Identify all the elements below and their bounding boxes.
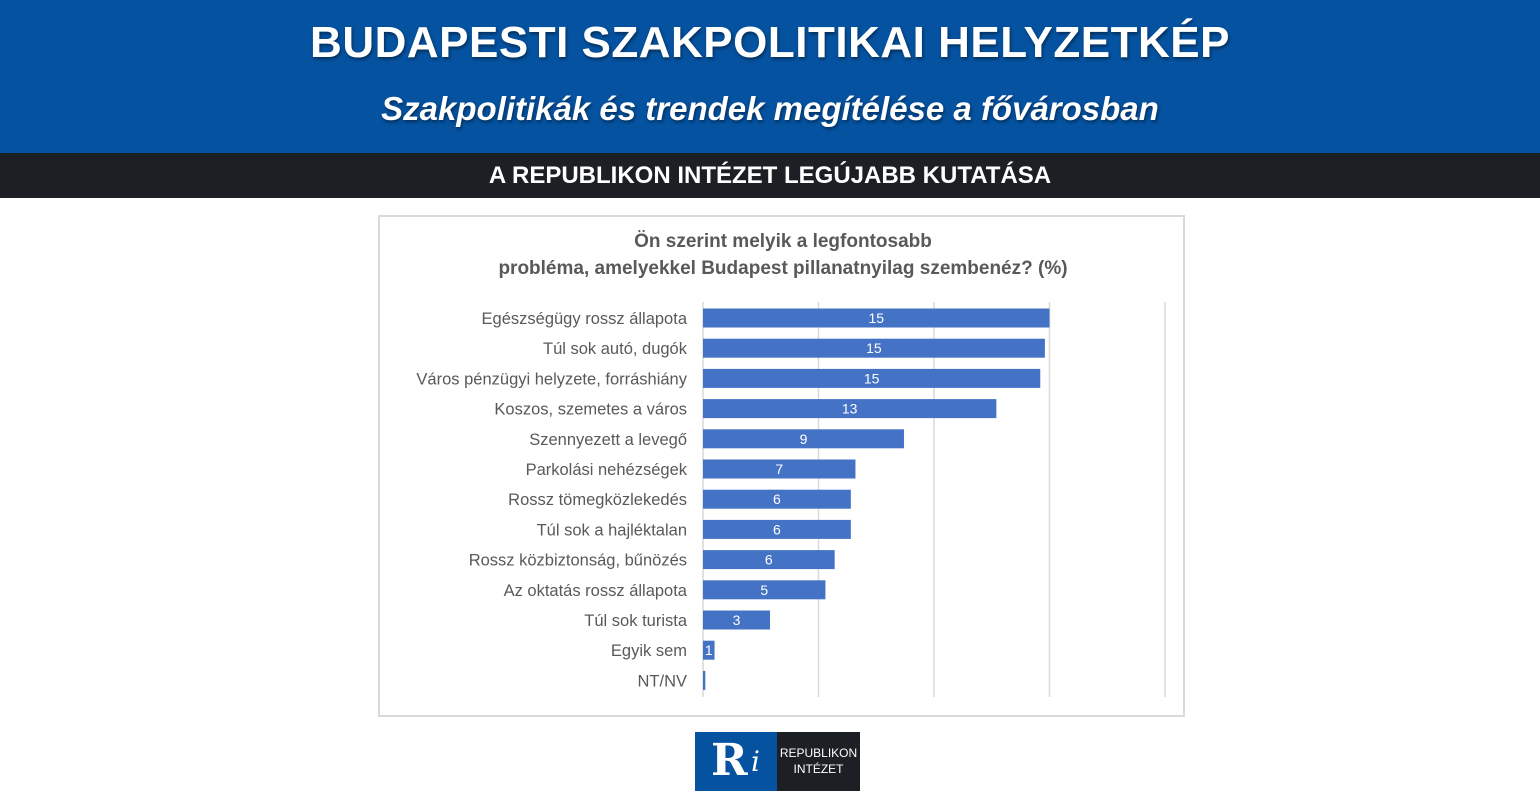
- republikon-logo: R i REPUBLIKON INTÉZET: [695, 732, 860, 791]
- logo-mark: R i: [695, 732, 777, 791]
- data-label-10: 3: [733, 612, 741, 628]
- category-label-8: Rossz közbiztonság, bűnözés: [469, 552, 687, 570]
- category-label-1: Túl sok autó, dugók: [543, 340, 688, 358]
- bar-7: [703, 519, 851, 539]
- chart-title-line-1: Ön szerint melyik a legfontosabb: [634, 231, 932, 252]
- bar-9: [703, 580, 826, 600]
- bar-6: [703, 489, 851, 509]
- category-label-4: Szennyezett a levegő: [529, 431, 687, 449]
- category-label-2: Város pénzügyi helyzete, forráshiány: [416, 370, 687, 388]
- data-label-1: 15: [866, 340, 882, 356]
- page-title: BUDAPESTI SZAKPOLITIKAI HELYZETKÉP: [310, 18, 1230, 67]
- bar-11: [703, 640, 715, 660]
- bar-3: [703, 399, 997, 419]
- logo-text: REPUBLIKON INTÉZET: [777, 732, 860, 791]
- data-label-7: 6: [773, 521, 781, 537]
- category-label-9: Az oktatás rossz állapota: [504, 582, 688, 600]
- logo-line-1: REPUBLIKON: [779, 746, 858, 760]
- bar-4: [703, 429, 904, 449]
- gridlines: [702, 302, 1166, 697]
- category-label-7: Túl sok a hajléktalan: [537, 521, 687, 539]
- logo-mark-i: i: [751, 745, 760, 778]
- data-label-9: 5: [760, 582, 768, 598]
- header-banner: BUDAPESTI SZAKPOLITIKAI HELYZETKÉP Szakp…: [0, 0, 1540, 153]
- category-label-12: NT/NV: [638, 672, 688, 690]
- data-label-11: 1: [705, 642, 713, 658]
- chart-title-line-2: probléma, amelyekkel Budapest pillanatny…: [498, 258, 1067, 279]
- bar-5: [703, 459, 856, 479]
- research-strip: A REPUBLIKON INTÉZET LEGÚJABB KUTATÁSA: [0, 153, 1540, 198]
- category-label-0: Egészségügy rossz állapota: [482, 310, 688, 328]
- bar-1: [703, 338, 1045, 358]
- bar-12: [703, 670, 706, 690]
- bar-chart: Ön szerint melyik a legfontosabb problém…: [416, 231, 1166, 697]
- logo-line-2: INTÉZET: [793, 762, 844, 776]
- chart-panel: Ön szerint melyik a legfontosabb problém…: [378, 215, 1185, 717]
- data-label-6: 6: [773, 491, 781, 507]
- category-label-10: Túl sok turista: [584, 612, 688, 630]
- category-label-11: Egyik sem: [611, 642, 687, 660]
- bar-0: [703, 308, 1050, 328]
- data-label-3: 13: [842, 401, 858, 417]
- data-label-4: 9: [800, 431, 808, 447]
- data-label-2: 15: [864, 370, 880, 386]
- bar-10: [703, 610, 770, 630]
- page-subtitle: Szakpolitikák és trendek megítélése a fő…: [381, 90, 1159, 127]
- category-label-3: Koszos, szemetes a város: [494, 401, 687, 419]
- logo-mark-r: R: [711, 735, 748, 786]
- data-label-5: 7: [775, 461, 783, 477]
- category-label-5: Parkolási nehézségek: [526, 461, 688, 479]
- data-label-8: 6: [765, 552, 773, 568]
- category-label-6: Rossz tömegközlekedés: [508, 491, 687, 509]
- bar-8: [703, 550, 835, 570]
- bar-2: [703, 368, 1041, 388]
- category-labels: Egészségügy rossz állapota Túl sok autó, …: [416, 310, 687, 690]
- data-label-0: 15: [868, 310, 884, 326]
